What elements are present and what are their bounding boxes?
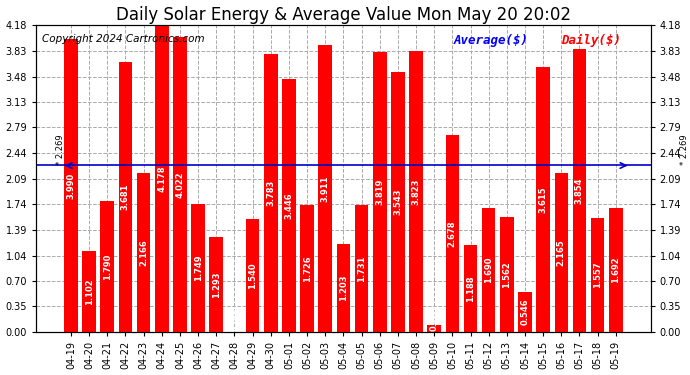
Bar (536, 67, 550, 332)
Bar (337, 244, 351, 332)
Text: 1.557: 1.557 (593, 262, 602, 288)
Bar (119, 62, 132, 332)
Text: 3.823: 3.823 (411, 178, 420, 205)
Text: 1.562: 1.562 (502, 261, 511, 288)
Bar (518, 292, 532, 332)
Text: 3.615: 3.615 (539, 186, 548, 213)
Text: 1.690: 1.690 (484, 257, 493, 284)
Bar (591, 218, 604, 332)
Bar (482, 208, 495, 332)
Text: 4.022: 4.022 (175, 171, 184, 198)
Bar (573, 49, 586, 332)
Text: 4.178: 4.178 (157, 165, 166, 192)
Bar (246, 219, 259, 332)
Bar (210, 237, 223, 332)
Bar (137, 173, 150, 332)
Bar (300, 206, 314, 332)
Text: 2.166: 2.166 (139, 239, 148, 266)
Bar (64, 39, 78, 332)
Text: 3.990: 3.990 (66, 172, 75, 199)
Text: 3.911: 3.911 (321, 175, 330, 202)
Text: 1.749: 1.749 (194, 255, 203, 281)
Text: 1.790: 1.790 (103, 253, 112, 280)
Text: * 2.269: * 2.269 (680, 135, 689, 165)
Bar (427, 325, 441, 332)
Text: 0.101: 0.101 (430, 305, 439, 332)
Text: 0.546: 0.546 (520, 299, 529, 326)
Bar (446, 135, 459, 332)
Bar (555, 173, 568, 332)
Bar (373, 52, 386, 332)
Bar (391, 72, 404, 332)
Text: 3.681: 3.681 (121, 184, 130, 210)
Text: 1.540: 1.540 (248, 262, 257, 289)
Text: 2.678: 2.678 (448, 220, 457, 247)
Text: 1.726: 1.726 (302, 255, 312, 282)
Text: 2.165: 2.165 (557, 239, 566, 266)
Text: 3.854: 3.854 (575, 177, 584, 204)
Text: 3.446: 3.446 (284, 192, 293, 219)
Text: 0.000: 0.000 (230, 305, 239, 332)
Text: 3.543: 3.543 (393, 189, 402, 215)
Bar (355, 205, 368, 332)
Bar (609, 208, 622, 332)
Text: 1.102: 1.102 (85, 278, 94, 305)
Bar (155, 25, 168, 332)
Bar (282, 79, 296, 332)
Text: 3.783: 3.783 (266, 180, 275, 206)
Text: Copyright 2024 Cartronics.com: Copyright 2024 Cartronics.com (42, 34, 205, 44)
Text: 1.293: 1.293 (212, 272, 221, 298)
Bar (82, 251, 96, 332)
Text: * 2.269: * 2.269 (57, 135, 66, 165)
Text: 1.203: 1.203 (339, 275, 348, 301)
Bar (264, 54, 277, 332)
Bar (409, 51, 423, 332)
Text: 1.188: 1.188 (466, 275, 475, 302)
Text: 3.819: 3.819 (375, 179, 384, 205)
Bar (173, 37, 187, 332)
Bar (500, 217, 513, 332)
Text: 1.731: 1.731 (357, 255, 366, 282)
Bar (191, 204, 205, 332)
Text: Daily($): Daily($) (562, 34, 622, 47)
Title: Daily Solar Energy & Average Value Mon May 20 20:02: Daily Solar Energy & Average Value Mon M… (116, 6, 571, 24)
Bar (318, 45, 332, 332)
Bar (464, 245, 477, 332)
Bar (101, 201, 114, 332)
Text: 1.692: 1.692 (611, 257, 620, 284)
Text: Average($): Average($) (454, 34, 529, 47)
